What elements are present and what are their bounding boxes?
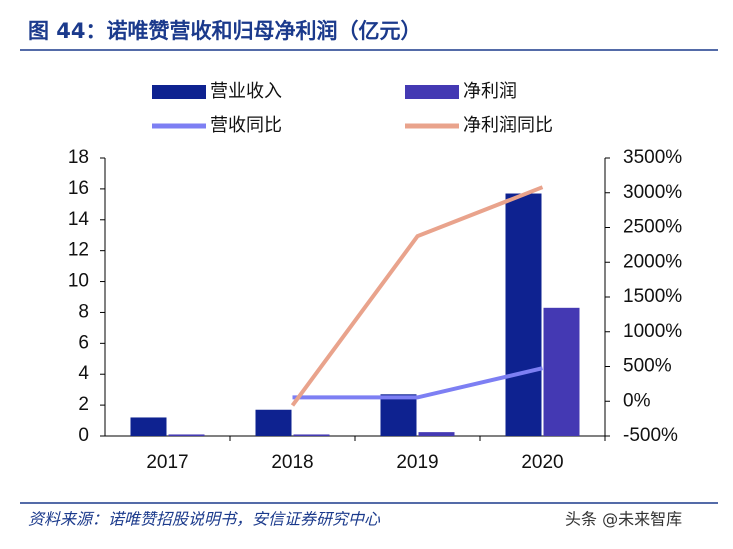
y-tick-label: 18 xyxy=(68,147,89,168)
chart-title: 图 44：诺唯赞营收和归母净利润（亿元） xyxy=(28,19,422,43)
watermark: 头条 @未来智库 xyxy=(565,510,682,529)
bar xyxy=(293,434,330,436)
bar xyxy=(418,432,455,436)
y-tick-label: 4 xyxy=(78,363,89,384)
y-tick-label: 16 xyxy=(68,178,89,199)
legend-swatch xyxy=(152,85,206,99)
y2-tick-label: 500% xyxy=(623,356,672,377)
x-tick-label: 2020 xyxy=(521,452,563,473)
line xyxy=(290,185,544,407)
bar xyxy=(168,434,205,436)
y2-tick-label: 2500% xyxy=(623,217,682,238)
y2-tick-label: -500% xyxy=(623,425,678,446)
y-tick-label: 0 xyxy=(78,425,89,446)
line xyxy=(292,366,543,400)
source-note: 资料来源：诺唯赞招股说明书，安信证券研究中心 xyxy=(28,510,381,529)
x-tick-label: 2018 xyxy=(271,452,313,473)
y-tick-label: 6 xyxy=(78,332,89,353)
bar xyxy=(130,417,167,436)
y2-tick-label: 2000% xyxy=(623,251,682,272)
bar xyxy=(255,409,292,436)
y-tick-label: 14 xyxy=(68,209,90,230)
y2-tick-label: 3500% xyxy=(623,147,682,168)
y2-tick-label: 1500% xyxy=(623,286,682,307)
legend-label: 净利润 xyxy=(463,81,517,102)
legend-label: 营业收入 xyxy=(210,81,282,102)
bar xyxy=(543,307,580,436)
y-tick-label: 8 xyxy=(78,301,89,322)
legend-swatch xyxy=(405,85,459,99)
y-tick-label: 12 xyxy=(68,240,89,261)
y-tick-label: 2 xyxy=(78,394,89,415)
y2-tick-label: 3000% xyxy=(623,182,682,203)
legend-label: 净利润同比 xyxy=(463,115,553,136)
x-tick-label: 2019 xyxy=(396,452,438,473)
y2-tick-label: 1000% xyxy=(623,321,682,342)
bar xyxy=(505,193,542,436)
y-tick-label: 10 xyxy=(68,271,89,292)
x-tick-label: 2017 xyxy=(146,452,188,473)
y2-tick-label: 0% xyxy=(623,390,651,411)
bar xyxy=(380,394,417,436)
legend-label: 营收同比 xyxy=(210,115,282,136)
